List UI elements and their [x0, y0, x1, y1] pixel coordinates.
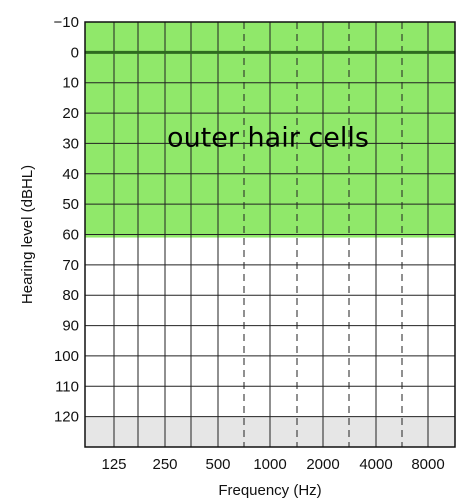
y-tick-label: 120	[54, 409, 79, 426]
y-tick-label: 80	[62, 287, 79, 304]
region-label-0: outer hair cells	[167, 122, 369, 153]
x-tick-label: 500	[205, 456, 230, 473]
x-tick-labels: 125 250 500 1000 2000 4000 8000	[101, 456, 444, 473]
y-tick-label: 70	[62, 257, 79, 274]
y-tick-label: 0	[71, 44, 79, 61]
y-tick-label: 40	[62, 166, 79, 183]
y-tick-label: 60	[62, 227, 79, 244]
x-tick-label: 2000	[306, 456, 339, 473]
region-labels-layer: outer hair cells	[167, 122, 369, 153]
x-tick-label: 8000	[411, 456, 444, 473]
x-tick-label: 4000	[359, 456, 392, 473]
y-tick-label: 110	[55, 378, 79, 395]
y-tick-label: 100	[54, 348, 79, 365]
y-tick-label: 50	[62, 196, 79, 213]
x-tick-label: 1000	[253, 456, 286, 473]
grid-layer	[85, 22, 455, 447]
y-tick-label: 20	[62, 105, 79, 122]
y-tick-label: 30	[62, 135, 79, 152]
x-axis-label: Frequency (Hz)	[218, 482, 321, 499]
y-axis-label: Hearing level (dBHL)	[19, 165, 36, 304]
y-tick-label: 10	[62, 75, 79, 92]
x-tick-label: 250	[152, 456, 177, 473]
plot-frame	[84, 21, 456, 448]
y-tick-label: 90	[62, 318, 79, 335]
x-tick-label: 125	[101, 456, 126, 473]
y-tick-label: −10	[54, 14, 79, 31]
y-tick-labels: −10 0 10 20 30 40 50 60 70 80 90 100 110 120	[54, 14, 79, 426]
